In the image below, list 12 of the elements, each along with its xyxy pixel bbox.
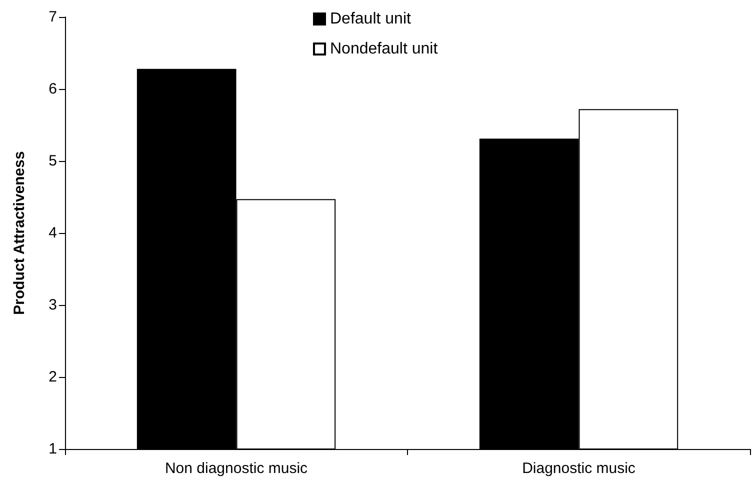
y-tick-label: 2: [48, 368, 57, 386]
y-tick-label: 6: [48, 80, 57, 98]
x-tick-label: Diagnostic music: [522, 460, 636, 477]
y-tick-label: 3: [48, 296, 57, 314]
y-axis-title: Product Attractiveness: [11, 151, 28, 315]
x-tick-label: Non diagnostic music: [164, 460, 308, 477]
legend-label: Nondefault unit: [330, 40, 438, 58]
y-tick-label: 5: [48, 152, 57, 170]
y-tick-label: 1: [48, 440, 57, 458]
y-tick-label: 7: [48, 8, 57, 26]
legend-label: Default unit: [330, 10, 412, 28]
y-tick-label: 4: [48, 224, 57, 242]
